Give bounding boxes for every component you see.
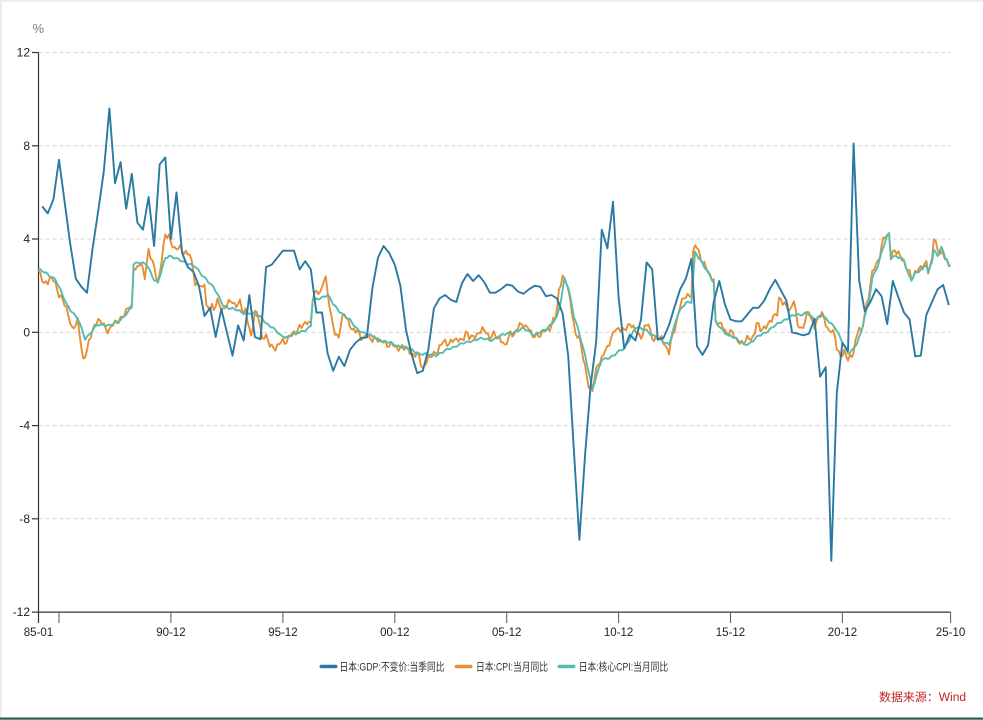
svg-text:25-10: 25-10 <box>936 627 965 639</box>
svg-text:20-12: 20-12 <box>828 627 857 639</box>
svg-text:日本:核心CPI:当月同比: 日本:核心CPI:当月同比 <box>579 660 669 674</box>
svg-text:85-01: 85-01 <box>24 627 53 639</box>
svg-text:90-12: 90-12 <box>156 627 185 639</box>
svg-text:95-12: 95-12 <box>268 627 297 639</box>
svg-text:0: 0 <box>23 325 30 339</box>
svg-text:日本:CPI:当月同比: 日本:CPI:当月同比 <box>476 660 548 674</box>
svg-text:数据来源：Wind: 数据来源：Wind <box>879 690 966 704</box>
svg-text:10-12: 10-12 <box>604 627 633 639</box>
svg-text:12: 12 <box>17 46 31 60</box>
svg-text:%: % <box>33 21 45 36</box>
svg-text:-8: -8 <box>19 512 30 526</box>
svg-text:05-12: 05-12 <box>492 627 521 639</box>
svg-text:8: 8 <box>23 139 30 153</box>
svg-text:日本:GDP:不变价:当季同比: 日本:GDP:不变价:当季同比 <box>340 660 445 674</box>
svg-text:4: 4 <box>23 232 30 246</box>
svg-text:-4: -4 <box>19 419 30 433</box>
svg-text:15-12: 15-12 <box>716 627 745 639</box>
svg-text:-12: -12 <box>13 605 31 619</box>
svg-text:00-12: 00-12 <box>380 627 409 639</box>
